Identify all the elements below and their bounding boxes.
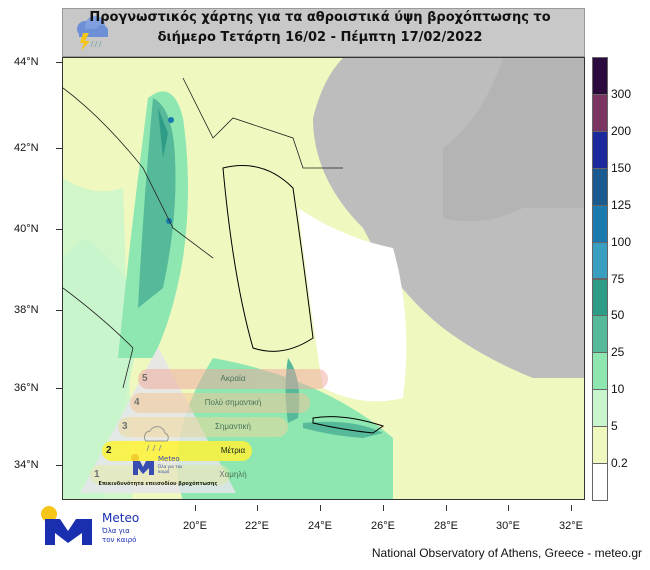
rain-cloud-icon xyxy=(143,426,169,452)
legend-logo-tagline: Όλα για τον καιρό xyxy=(158,464,183,474)
colorbar-segment xyxy=(592,130,608,169)
hazard-level-label: Μέτρια xyxy=(220,446,246,455)
hazard-level-number: 5 xyxy=(142,373,148,384)
hazard-level-label: Πολύ σημαντική xyxy=(204,398,262,407)
lon-label: 28°E xyxy=(434,520,458,532)
hazard-level-1: 1 Χαμηλή xyxy=(90,465,247,485)
hazard-level-label: Χαμηλή xyxy=(219,470,247,479)
lon-label: 30°E xyxy=(496,520,520,532)
tick xyxy=(446,505,447,511)
hazard-level-number: 3 xyxy=(122,421,128,432)
colorbar-label: 25 xyxy=(611,345,625,360)
hazard-level-3: 3 Σημαντική xyxy=(118,417,288,437)
lon-label: 24°E xyxy=(308,520,332,532)
tick xyxy=(195,505,196,511)
tick xyxy=(56,62,62,63)
credit-text: National Observatory of Athens, Greece -… xyxy=(371,546,642,560)
tick xyxy=(56,148,62,149)
colorbar-label: 150 xyxy=(611,160,632,175)
colorbar-segment xyxy=(592,57,608,95)
colorbar-segment xyxy=(592,463,608,501)
tick xyxy=(56,465,62,466)
colorbar-segment xyxy=(592,389,608,428)
colorbar-segment xyxy=(592,315,608,354)
colorbar-segment xyxy=(592,278,608,317)
legend-logo-name: Meteo xyxy=(158,455,180,463)
tick xyxy=(508,505,509,511)
hazard-legend: 5 Ακραία 4 Πολύ σημαντική 3 Σημαντική 2 Μέτρια 1… xyxy=(78,345,328,495)
colorbar-label: 100 xyxy=(611,234,632,249)
lat-label: 40°N xyxy=(14,223,39,235)
tick xyxy=(56,310,62,311)
legend-logo: Meteo Όλα για τον καιρό xyxy=(130,453,190,475)
hazard-level-2: 2 Μέτρια xyxy=(102,441,252,461)
logo-tagline-1: Όλα για xyxy=(102,527,130,535)
title-line-1: Προγνωστικός χάρτης για τα αθροιστικά ύψ… xyxy=(89,10,551,25)
colorbar-label: 75 xyxy=(611,271,625,286)
colorbar-label: 5 xyxy=(611,419,618,434)
lon-label: 20°E xyxy=(183,520,207,532)
meteo-logo: Meteo Όλα για τον καιρό xyxy=(40,505,160,550)
colorbar-label: 50 xyxy=(611,308,625,323)
meteo-logo-icon xyxy=(131,454,154,475)
colorbar-label: 200 xyxy=(611,123,632,138)
logo-tagline-2: τον καιρό xyxy=(102,536,137,544)
logo-name: Meteo xyxy=(102,511,140,525)
hazard-level-label: Σημαντική xyxy=(214,422,251,431)
hazard-level-4: 4 Πολύ σημαντική xyxy=(130,393,310,413)
colorbar-segment xyxy=(592,426,608,465)
lat-label: 38°N xyxy=(14,304,39,316)
colorbar-segment xyxy=(592,93,608,132)
colorbar-segment xyxy=(592,352,608,391)
colorbar-label: 125 xyxy=(611,197,632,212)
lat-label: 44°N xyxy=(14,56,39,68)
hazard-level-number: 2 xyxy=(106,445,112,456)
lat-label: 36°N xyxy=(14,382,39,394)
precipitation-map xyxy=(62,57,585,500)
lon-label: 26°E xyxy=(371,520,395,532)
hazard-level-label: Ακραία xyxy=(220,374,246,383)
title-line-2: διήμερο Τετάρτη 16/02 - Πέμπτη 17/02/202… xyxy=(157,30,483,45)
colorbar-label: 0.2 xyxy=(611,456,628,471)
hazard-level-number: 1 xyxy=(94,469,100,480)
tick xyxy=(383,505,384,511)
colorbar-label: 300 xyxy=(611,86,632,101)
lon-label: 22°E xyxy=(245,520,269,532)
colorbar-label: 10 xyxy=(611,382,625,397)
colorbar-segment xyxy=(592,241,608,280)
meteo-logo-icon xyxy=(41,506,92,545)
hazard-level-5: 5 Ακραία xyxy=(138,369,328,389)
lat-label: 42°N xyxy=(14,142,39,154)
lat-label: 34°N xyxy=(14,459,39,471)
tick xyxy=(320,505,321,511)
tick xyxy=(571,505,572,511)
colorbar-segment xyxy=(592,167,608,206)
storm-cloud-rain-icon xyxy=(77,16,108,51)
title-box xyxy=(62,8,585,57)
tick xyxy=(257,505,258,511)
colorbar-segment xyxy=(592,204,608,243)
tick xyxy=(56,229,62,230)
hazard-level-number: 4 xyxy=(134,397,140,408)
legend-caption: Επικινδυνότητα επεισοδίου βροχόπτωσης xyxy=(98,481,218,487)
map-canvas xyxy=(63,58,584,499)
map-title: Προγνωστικός χάρτης για τα αθροιστικά ύψ… xyxy=(70,8,570,48)
lon-label: 32°E xyxy=(559,520,583,532)
tick xyxy=(56,388,62,389)
